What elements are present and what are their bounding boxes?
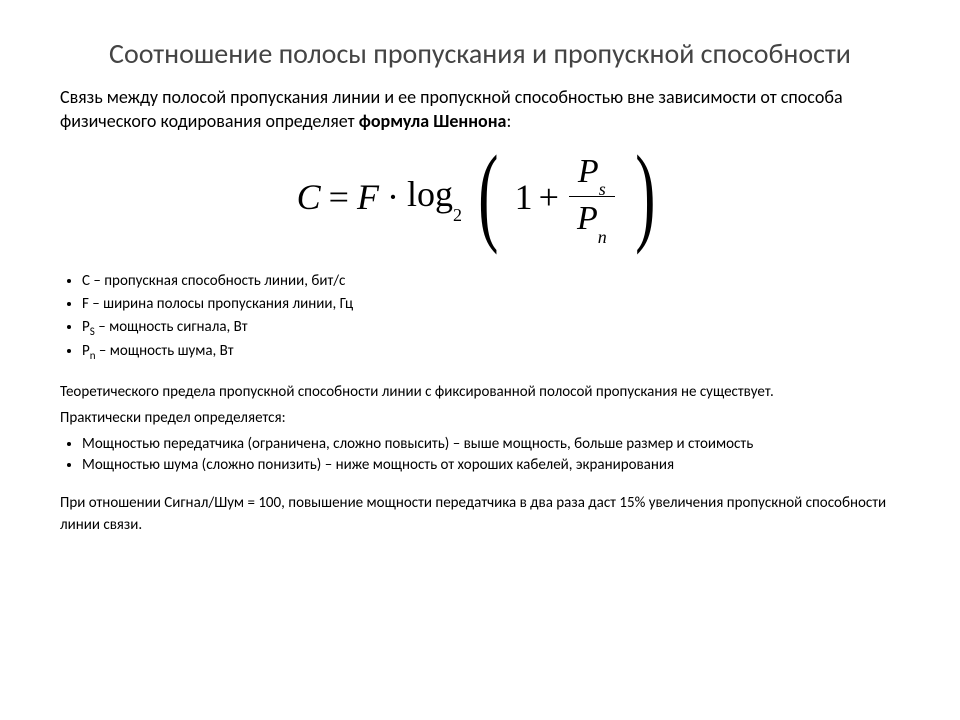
definitions-list: C – пропускная способность линии, бит/с … <box>60 270 900 365</box>
var-Pn: P <box>577 200 598 237</box>
limit-item-transmitter: Мощностью передатчика (ограничена, сложн… <box>82 434 900 456</box>
def-pn-post: – мощность шума, Вт <box>96 342 234 360</box>
def-item-C: C – пропускная способность линии, бит/с <box>82 270 900 293</box>
number-one: 1 <box>515 176 533 218</box>
example-text: При отношении Сигнал/Шум = 100, повышени… <box>60 493 900 537</box>
def-ps-pre: P <box>82 318 90 336</box>
fraction-bar-icon <box>569 196 615 197</box>
slide: Соотношение полосы пропускания и пропуск… <box>0 0 960 720</box>
slide-title: Соотношение полосы пропускания и пропуск… <box>60 36 900 71</box>
intro-colon: : <box>506 110 511 132</box>
formula-inner: 1 + Ps Pn <box>515 152 619 242</box>
dot-sign: · <box>387 176 399 218</box>
limit-item-noise: Мощностью шума (сложно понизить) – ниже … <box>82 455 900 477</box>
def-item-F: F – ширина полосы пропускания линии, Гц <box>82 293 900 316</box>
log-text: log2 <box>407 173 462 219</box>
fraction-numerator: Ps <box>570 152 614 194</box>
practical-limit-intro: Практически предел определяется: <box>60 408 900 430</box>
def-ps-post: – мощность сигнала, Вт <box>95 318 248 336</box>
plus-sign: + <box>539 176 559 218</box>
def-pn-pre: P <box>82 342 90 360</box>
fraction: Ps Pn <box>569 152 615 242</box>
var-C: C <box>297 176 321 218</box>
intro-paragraph: Связь между полосой пропускания линии и … <box>60 85 900 134</box>
formula-block: C = F · log2 ( 1 + Ps Pn ) <box>60 152 900 242</box>
sub-s: s <box>599 179 606 199</box>
log-base: 2 <box>453 205 462 225</box>
var-Ps: P <box>578 153 599 190</box>
practical-limits-list: Мощностью передатчика (ограничена, сложн… <box>60 434 900 478</box>
fraction-denominator: Pn <box>569 199 615 241</box>
intro-bold: формула Шеннона <box>359 110 507 132</box>
var-F: F <box>357 176 379 218</box>
sub-n: n <box>598 227 607 247</box>
log-word: log <box>407 174 453 214</box>
equals-sign: = <box>329 176 349 218</box>
shannon-formula: C = F · log2 ( 1 + Ps Pn ) <box>297 152 664 242</box>
def-item-Pn: Pn – мощность шума, Вт <box>82 340 900 364</box>
theoretical-limit-text: Теоретического предела пропускной способ… <box>60 382 900 404</box>
def-item-Ps: PS – мощность сигнала, Вт <box>82 316 900 340</box>
